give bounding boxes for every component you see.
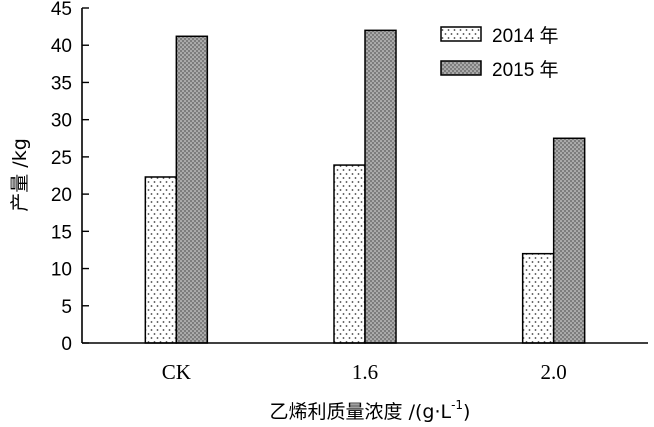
y-tick-label: 5: [61, 297, 72, 318]
legend-swatch-2014: [440, 26, 482, 42]
y-axis-ticks: 0 5 10 15 20 25 30 35 40 45: [51, 0, 89, 355]
y-tick-label: 20: [51, 185, 72, 206]
y-tick-label: 25: [51, 148, 72, 169]
bar-2014-2-0: [521, 252, 555, 344]
y-tick-label: 15: [51, 222, 72, 243]
y-tick-label: 10: [51, 260, 72, 281]
bar-2014-1-6: [333, 164, 366, 344]
x-tick-label: CK: [162, 360, 191, 384]
x-tick-label: 2.0: [541, 360, 567, 384]
legend-swatch-2015: [440, 60, 482, 76]
y-tick-label: 45: [51, 0, 72, 20]
y-tick-label: 0: [61, 334, 72, 355]
bar-2015-ck: [175, 35, 209, 344]
bar-2015-2-0: [552, 137, 586, 344]
legend-label-2015: 2015 年: [492, 59, 559, 81]
x-axis-title-superscript: -1: [451, 398, 463, 412]
bar-2015-1-6: [364, 29, 397, 344]
x-axis-title-end: ): [463, 401, 470, 423]
x-tick-label: 1.6: [352, 360, 378, 384]
legend-label-2014: 2014 年: [492, 25, 559, 47]
y-tick-label: 35: [51, 73, 72, 94]
y-tick-label: 30: [51, 111, 72, 132]
x-axis-title: 乙烯利质量浓度 /(g·L-1): [270, 398, 471, 423]
x-axis-title-main: 乙烯利质量浓度 /(g·L: [270, 401, 452, 423]
legend: 2014 年 2015 年: [440, 25, 559, 81]
y-axis-title: 产量 /kg: [9, 138, 31, 212]
y-tick-label: 40: [51, 36, 72, 57]
x-axis-tick-labels: CK 1.6 2.0: [162, 360, 567, 384]
bar-2014-ck: [144, 176, 178, 344]
